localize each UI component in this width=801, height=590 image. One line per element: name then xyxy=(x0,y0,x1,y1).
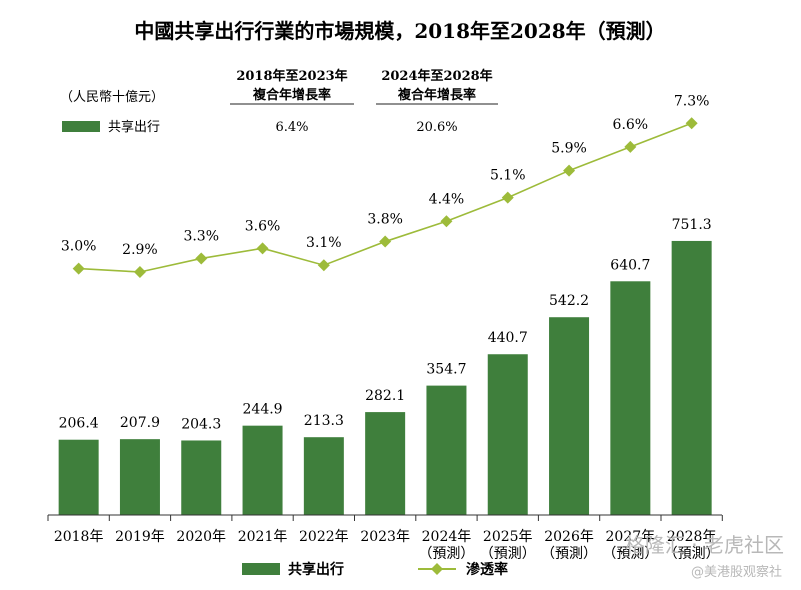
bar-6 xyxy=(426,385,467,515)
unit-label: （人民幣十億元） xyxy=(60,89,164,105)
cagr-col2-heading-line1: 2024年至2028年 xyxy=(381,68,492,84)
line-value-label-4: 3.1% xyxy=(306,235,342,251)
bar-value-label-2: 204.3 xyxy=(181,416,221,432)
line-value-label-10: 7.3% xyxy=(674,93,710,109)
x-tick-sublabel-8: （預測） xyxy=(541,546,597,562)
x-tick-sublabel-6: （預測） xyxy=(418,546,474,562)
cagr-col1-heading-line1: 2018年至2023年 xyxy=(236,68,347,84)
legend-line-label: 滲透率 xyxy=(466,561,508,578)
legend-bar-label: 共享出行 xyxy=(288,561,344,578)
x-tick-label-8: 2026年 xyxy=(544,529,594,545)
bar-value-label-5: 282.1 xyxy=(365,388,405,404)
line-value-label-6: 4.4% xyxy=(429,191,465,207)
bar-3 xyxy=(242,425,283,515)
watermark-secondary: @美港股观察社 xyxy=(691,564,782,580)
cagr-col1-heading-line2: 複合年增長率 xyxy=(252,87,331,103)
line-point-10 xyxy=(685,117,698,130)
x-tick-label-6: 2024年 xyxy=(422,529,472,545)
line-value-label-8: 5.9% xyxy=(551,141,587,157)
watermark-primary: 格隆汇 · 老虎社区 xyxy=(625,533,784,557)
line-value-label-7: 5.1% xyxy=(490,168,526,184)
penetration-line xyxy=(78,122,692,273)
x-tick-label-7: 2025年 xyxy=(483,529,533,545)
x-tick-label-4: 2022年 xyxy=(299,529,349,545)
x-tick-sublabel-7: （預測） xyxy=(480,546,536,562)
line-value-label-5: 3.8% xyxy=(367,212,403,228)
cagr-col1-value: 6.4% xyxy=(275,120,308,135)
legend-line-marker xyxy=(431,563,443,575)
line-point-2 xyxy=(195,252,208,265)
line-point-4 xyxy=(317,259,330,272)
bar-value-label-9: 640.7 xyxy=(610,257,650,273)
bar-4 xyxy=(303,437,344,515)
bar-value-label-6: 354.7 xyxy=(426,362,466,378)
line-value-label-3: 3.6% xyxy=(245,218,281,234)
bar-value-label-1: 207.9 xyxy=(120,415,160,431)
x-tick-label-5: 2023年 xyxy=(360,529,410,545)
x-tick-label-10: 2028年 xyxy=(667,529,717,545)
x-tick-sublabel-10: （預測） xyxy=(664,546,720,562)
bar-value-label-10: 751.3 xyxy=(672,217,712,233)
bar-value-label-8: 542.2 xyxy=(549,293,589,309)
x-tick-label-9: 2027年 xyxy=(606,529,656,545)
x-tick-label-1: 2019年 xyxy=(115,529,165,545)
x-tick-label-0: 2018年 xyxy=(54,529,104,545)
line-point-0 xyxy=(72,262,85,275)
line-point-6 xyxy=(440,215,453,228)
bar-2 xyxy=(181,440,222,515)
bar-value-label-3: 244.9 xyxy=(243,402,283,418)
bar-1 xyxy=(119,439,160,515)
bar-9 xyxy=(610,281,651,515)
bar-10 xyxy=(671,240,712,515)
row-legend-label: 共享出行 xyxy=(108,119,160,135)
x-tick-sublabel-9: （預測） xyxy=(602,546,658,562)
bar-7 xyxy=(487,354,528,515)
row-legend-swatch xyxy=(62,121,100,132)
cagr-col2-heading-line2: 複合年增長率 xyxy=(397,87,476,103)
bar-value-label-0: 206.4 xyxy=(59,416,99,432)
line-value-label-9: 6.6% xyxy=(613,117,649,133)
bar-8 xyxy=(549,317,590,515)
line-point-8 xyxy=(563,164,576,177)
line-value-label-0: 3.0% xyxy=(61,239,97,255)
line-point-5 xyxy=(379,235,392,248)
line-point-9 xyxy=(624,140,637,153)
chart-title: 中國共享出行行業的市場規模，2018年至2028年（預測） xyxy=(134,19,665,43)
line-point-1 xyxy=(133,265,146,278)
legend-bar-swatch xyxy=(242,563,280,575)
bar-value-label-7: 440.7 xyxy=(488,330,528,346)
x-tick-label-2: 2020年 xyxy=(176,529,226,545)
line-value-label-2: 3.3% xyxy=(183,228,219,244)
line-point-3 xyxy=(256,242,269,255)
x-tick-label-3: 2021年 xyxy=(238,529,288,545)
bar-value-label-4: 213.3 xyxy=(304,413,344,429)
bar-0 xyxy=(58,439,99,515)
bar-5 xyxy=(365,412,406,515)
cagr-col2-value: 20.6% xyxy=(416,120,457,135)
line-point-7 xyxy=(501,191,514,204)
line-value-label-1: 2.9% xyxy=(122,242,158,258)
